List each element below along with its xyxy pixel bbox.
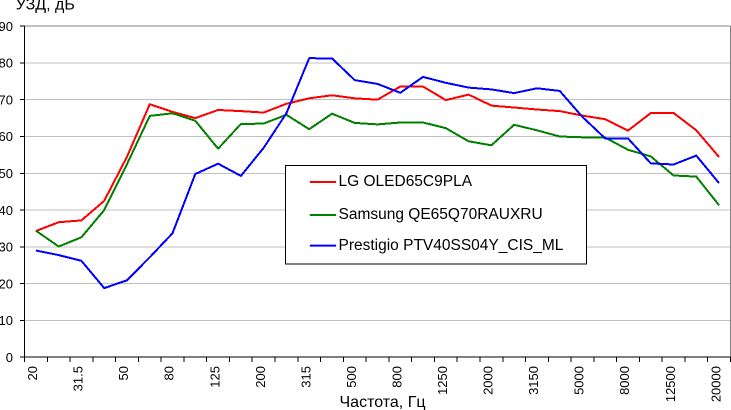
svg-text:200: 200 xyxy=(253,366,268,388)
svg-text:Samsung QE65Q70RAUXRU: Samsung QE65Q70RAUXRU xyxy=(339,206,543,223)
svg-text:500: 500 xyxy=(344,366,359,388)
svg-text:50: 50 xyxy=(116,366,131,380)
svg-text:20: 20 xyxy=(0,276,13,291)
svg-text:30: 30 xyxy=(0,240,13,255)
svg-text:70: 70 xyxy=(0,92,13,107)
svg-text:Prestigio PTV40SS04Y_CIS_ML: Prestigio PTV40SS04Y_CIS_ML xyxy=(339,237,564,254)
svg-text:5000: 5000 xyxy=(572,366,587,395)
svg-text:LG OLED65C9PLA: LG OLED65C9PLA xyxy=(339,173,473,190)
svg-text:2000: 2000 xyxy=(481,366,496,395)
svg-text:315: 315 xyxy=(298,366,313,388)
svg-text:31.5: 31.5 xyxy=(71,366,86,391)
svg-text:12500: 12500 xyxy=(663,366,678,402)
svg-text:80: 80 xyxy=(0,56,13,71)
svg-text:60: 60 xyxy=(0,129,13,144)
svg-text:800: 800 xyxy=(389,366,404,388)
svg-text:Частота, Гц: Частота, Гц xyxy=(340,394,426,410)
svg-text:125: 125 xyxy=(207,366,222,388)
svg-text:90: 90 xyxy=(0,19,13,34)
svg-text:50: 50 xyxy=(0,166,13,181)
svg-text:20: 20 xyxy=(25,366,40,380)
svg-text:20000: 20000 xyxy=(708,366,723,402)
svg-text:0: 0 xyxy=(6,350,13,365)
svg-text:8000: 8000 xyxy=(617,366,632,395)
svg-text:10: 10 xyxy=(0,313,13,328)
svg-text:40: 40 xyxy=(0,203,13,218)
svg-text:1250: 1250 xyxy=(435,366,450,395)
svg-text:3150: 3150 xyxy=(526,366,541,395)
svg-text:УЗД, дБ: УЗД, дБ xyxy=(16,0,75,14)
svg-text:80: 80 xyxy=(162,366,177,380)
